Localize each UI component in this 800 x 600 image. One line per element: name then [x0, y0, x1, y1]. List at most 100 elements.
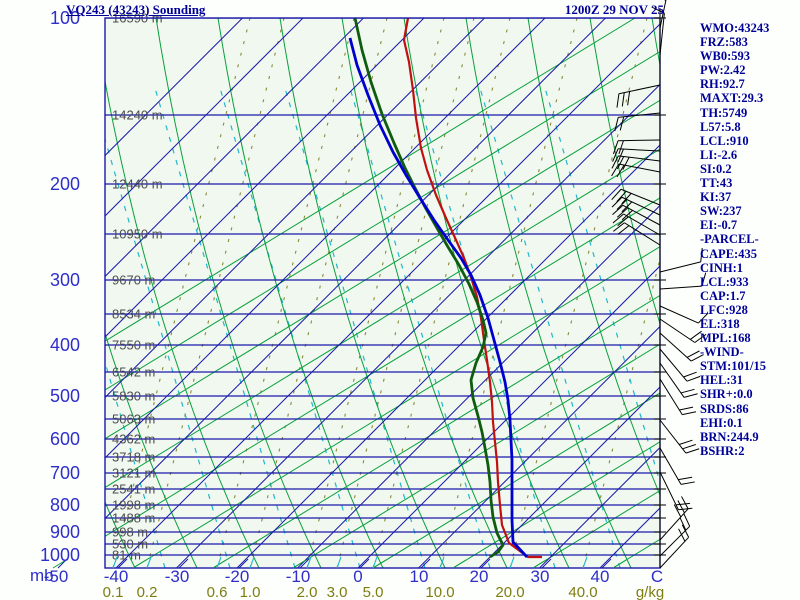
- svg-text:-10: -10: [286, 567, 311, 586]
- svg-text:12440 m: 12440 m: [112, 177, 163, 192]
- stat-line: CINH:1: [700, 260, 744, 275]
- svg-text:5063 m: 5063 m: [112, 412, 155, 427]
- mixing-ratio-axis-labels: 0.1 0.2 0.6 1.0 2.0 3.0 5.0 10.0 20.0 40.0 g/kg: [103, 584, 665, 600]
- stat-line: SRDS:86: [700, 401, 749, 416]
- stat-line: -WIND-: [700, 345, 744, 360]
- svg-text:530 m: 530 m: [112, 537, 148, 552]
- stat-line: WMO:43243: [700, 21, 770, 35]
- stat-line: TH:5749: [700, 105, 748, 120]
- svg-text:5830 m: 5830 m: [112, 389, 155, 404]
- temperature-axis-labels: -50 -40 -30 -20 -10 0 10 20 30 40 C: [44, 567, 663, 586]
- stat-line: TT:43: [700, 176, 733, 191]
- stat-line: WB0:593: [700, 49, 750, 64]
- svg-text:300: 300: [50, 270, 80, 290]
- stat-line: EHI:0.1: [700, 415, 743, 430]
- svg-text:0.1: 0.1: [103, 584, 124, 600]
- svg-text:40: 40: [591, 567, 610, 586]
- stat-line: STM:101/15: [700, 359, 766, 374]
- svg-text:20: 20: [470, 567, 489, 586]
- svg-text:100: 100: [50, 8, 80, 28]
- svg-text:-30: -30: [165, 567, 190, 586]
- profile-curves: [348, 17, 542, 559]
- stat-line: CAPE:435: [700, 246, 757, 261]
- chart-title: VQ243 (43243) Sounding: [66, 2, 206, 17]
- svg-text:g/kg: g/kg: [636, 584, 664, 600]
- stat-line: LFC:928: [700, 302, 748, 317]
- svg-text:14240 m: 14240 m: [112, 108, 163, 123]
- stat-line: CAP:1.7: [700, 288, 746, 303]
- wind-staff: [654, 8, 666, 568]
- isotherm-lines: [105, 18, 660, 568]
- svg-text:6542 m: 6542 m: [112, 365, 155, 380]
- stat-line: -PARCEL-: [700, 232, 759, 247]
- svg-text:2541 m: 2541 m: [112, 482, 155, 497]
- svg-text:30: 30: [531, 567, 550, 586]
- stat-line: SW:237: [700, 204, 742, 219]
- svg-text:0: 0: [353, 567, 362, 586]
- stat-line: MPL:168: [700, 331, 751, 346]
- stat-line: EI:-0.7: [700, 218, 738, 233]
- stat-line: SHR+:0.0: [700, 387, 753, 402]
- dewpoint-curve: [353, 17, 505, 559]
- svg-text:-40: -40: [104, 567, 129, 586]
- stat-line: L57:5.8: [700, 119, 741, 134]
- svg-text:3121 m: 3121 m: [112, 466, 155, 481]
- stat-line: PW:2.42: [700, 63, 746, 78]
- stat-line: KI:37: [700, 190, 732, 205]
- svg-text:-20: -20: [225, 567, 250, 586]
- svg-text:1000: 1000: [40, 545, 80, 565]
- svg-text:81 m: 81 m: [112, 548, 141, 563]
- svg-text:4362 m: 4362 m: [112, 432, 155, 447]
- svg-text:1488 m: 1488 m: [112, 511, 155, 526]
- stat-line: HEL:31: [700, 373, 744, 388]
- isobar-lines: [105, 18, 660, 556]
- stat-line: LCL:910: [700, 133, 749, 148]
- svg-text:10950 m: 10950 m: [112, 227, 163, 242]
- svg-text:800: 800: [50, 495, 80, 515]
- svg-text:1998 m: 1998 m: [112, 498, 155, 513]
- svg-text:9670 m: 9670 m: [112, 273, 155, 288]
- svg-text:200: 200: [50, 174, 80, 194]
- valid-datetime: 1200Z 29 NOV 25: [564, 2, 664, 17]
- stat-line: BRN:244.9: [700, 429, 759, 444]
- green-diagonal-lines: [105, 18, 660, 568]
- svg-text:400: 400: [50, 335, 80, 355]
- svg-text:500: 500: [50, 386, 80, 406]
- stat-line: EL:318: [700, 316, 740, 331]
- svg-text:3718 m: 3718 m: [112, 450, 155, 465]
- svg-text:2.0: 2.0: [297, 584, 318, 600]
- svg-text:10: 10: [410, 567, 429, 586]
- svg-text:0.6: 0.6: [207, 584, 228, 600]
- wind-barbs: [611, 0, 709, 569]
- stats-panel: WMO:43243 FRZ:583 WB0:593 PW:2.42 RH:92.7 MAX…: [700, 21, 769, 458]
- stat-line: FRZ:583: [700, 35, 748, 50]
- svg-text:20.0: 20.0: [495, 584, 524, 600]
- stat-line: LI:-2.6: [700, 147, 738, 162]
- svg-text:8534 m: 8534 m: [112, 307, 155, 322]
- bottom-axis-ticks: [52, 556, 627, 569]
- svg-text:0.2: 0.2: [137, 584, 158, 600]
- parcel-curve: [348, 37, 529, 558]
- svg-text:1.0: 1.0: [240, 584, 261, 600]
- dry-adiabat-lines: [105, 18, 660, 568]
- svg-text:5.0: 5.0: [363, 584, 384, 600]
- svg-text:40.0: 40.0: [568, 584, 597, 600]
- stat-line: SI:0.2: [700, 161, 732, 176]
- svg-text:3.0: 3.0: [327, 584, 348, 600]
- svg-text:7550 m: 7550 m: [112, 338, 155, 353]
- svg-text:-50: -50: [44, 567, 69, 586]
- svg-text:600: 600: [50, 429, 80, 449]
- svg-text:700: 700: [50, 463, 80, 483]
- svg-text:10.0: 10.0: [425, 584, 454, 600]
- stat-line: LCL:933: [700, 274, 749, 289]
- plot-background: [105, 18, 660, 568]
- svg-text:mb: mb: [30, 566, 54, 585]
- svg-text:900: 900: [50, 522, 80, 542]
- stat-line: BSHR:2: [700, 443, 745, 458]
- stat-line: MAXT:29.3: [700, 91, 764, 106]
- stat-line: RH:92.7: [700, 77, 745, 92]
